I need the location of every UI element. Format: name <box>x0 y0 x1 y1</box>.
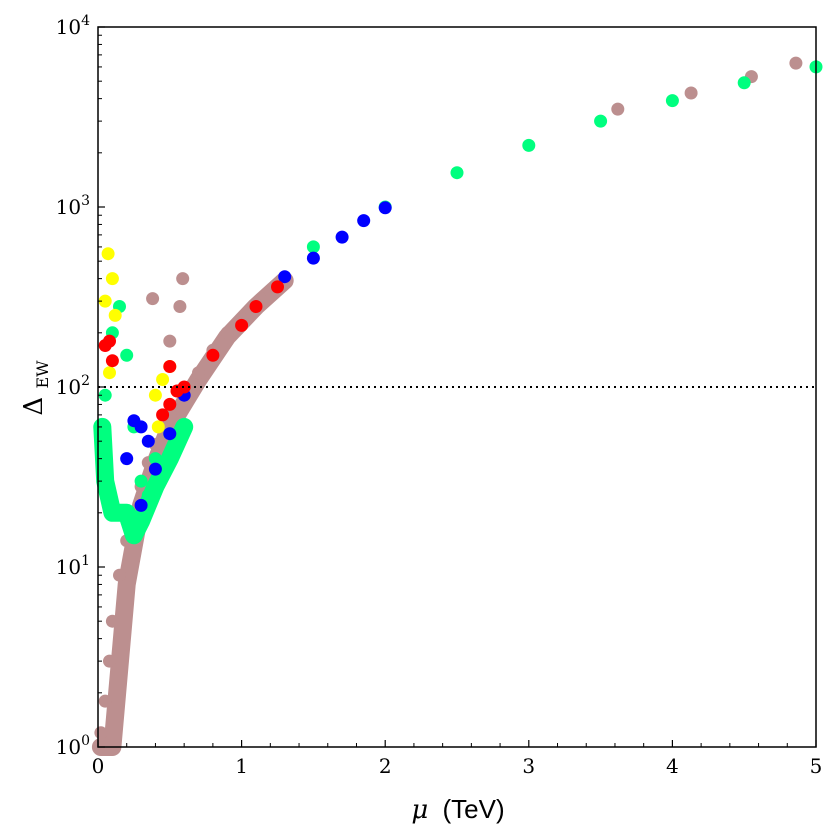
series-2-point-4 <box>134 498 148 512</box>
series-0-point-22 <box>163 334 177 348</box>
series-2-point-10 <box>335 230 349 244</box>
y-tick-label-1: 101 <box>56 553 90 579</box>
series-4-point-1 <box>103 334 116 348</box>
series-0-point-4 <box>113 568 126 582</box>
series-2-point-5 <box>148 462 162 476</box>
series-3-point-0 <box>98 294 112 308</box>
series-1-point-13 <box>594 114 608 128</box>
x-axis-label: μ (TeV) <box>411 794 504 825</box>
x-axis-label-symbol: μ <box>411 795 428 825</box>
y-tick-label-3: 103 <box>56 193 90 219</box>
x-tick-label-0: 0 <box>92 754 105 778</box>
series-0-point-14 <box>220 326 234 340</box>
y-axis-label: Δ EW <box>19 360 52 416</box>
series-2-point-11 <box>357 214 371 228</box>
axis-ticks <box>97 26 817 748</box>
y-axis-label-subscript: EW <box>33 360 52 389</box>
series-2-point-8 <box>278 270 292 284</box>
series-1-point-3 <box>120 348 134 362</box>
series-0-point-23 <box>611 102 625 116</box>
series-4-point-2 <box>105 354 119 368</box>
series-4-point-8 <box>206 348 220 362</box>
series-2-point-2 <box>134 420 148 434</box>
y-tick-label-0: 100 <box>56 733 90 759</box>
series-0-point-19 <box>146 292 160 306</box>
series-3-point-3 <box>108 308 122 322</box>
series-4-point-6 <box>163 360 177 373</box>
data-marks <box>91 56 823 756</box>
x-axis-label-unit: (TeV) <box>443 794 505 824</box>
y-tick-label-2: 102 <box>56 373 90 399</box>
series-1-point-7 <box>148 452 162 466</box>
series-3-point-6 <box>151 420 165 434</box>
series-0-point-21 <box>176 272 190 286</box>
series-2-point-9 <box>306 251 320 265</box>
series-0-point-24 <box>684 86 698 100</box>
series-0-point-0 <box>94 726 108 740</box>
series-4-point-11 <box>271 280 284 294</box>
series-0-point-3 <box>105 614 119 628</box>
y-tick-label-4: 104 <box>56 13 90 39</box>
series-2-point-0 <box>120 452 134 466</box>
series-1-point-12 <box>522 138 536 152</box>
series-4-point-3 <box>156 408 170 422</box>
y-axis-label-symbol: Δ <box>19 397 49 416</box>
series-3-point-7 <box>156 373 170 386</box>
series-1-band <box>93 417 194 545</box>
series-4-point-7 <box>177 380 191 394</box>
series-4-point-10 <box>249 300 263 313</box>
tick-labels: 0 1 2 3 4 5 100 101 102 103 104 <box>56 13 823 778</box>
series-0-point-20 <box>173 300 187 313</box>
x-tick-label-1: 1 <box>235 754 248 778</box>
series-1-point-6 <box>141 488 155 502</box>
series-0-point-26 <box>789 56 803 70</box>
series-4-point-9 <box>235 318 249 332</box>
series-2-point-3 <box>141 434 155 448</box>
x-tick-label-2: 2 <box>379 754 392 778</box>
x-tick-label-5: 5 <box>810 754 823 778</box>
series-3-point-4 <box>103 366 116 380</box>
x-tick-label-4: 4 <box>666 754 679 778</box>
series-3-point-1 <box>101 247 115 261</box>
series-0-point-12 <box>192 366 205 380</box>
series-4-point-4 <box>163 397 177 411</box>
plot-frame <box>97 26 817 748</box>
series-0-point-2 <box>103 654 116 668</box>
series-3-point-2 <box>105 272 119 286</box>
series-1-point-5 <box>134 474 148 488</box>
series-3-point-5 <box>148 388 162 402</box>
series-1-point-11 <box>450 166 464 180</box>
series-1-point-15 <box>737 76 751 90</box>
series-0-point-1 <box>98 694 112 708</box>
x-tick-label-3: 3 <box>522 754 535 778</box>
series-2-point-12 <box>378 201 392 215</box>
series-1-point-14 <box>665 94 679 108</box>
series-1-point-0 <box>98 388 112 402</box>
series-2-point-6 <box>163 427 177 441</box>
series-1-point-9 <box>306 240 320 254</box>
